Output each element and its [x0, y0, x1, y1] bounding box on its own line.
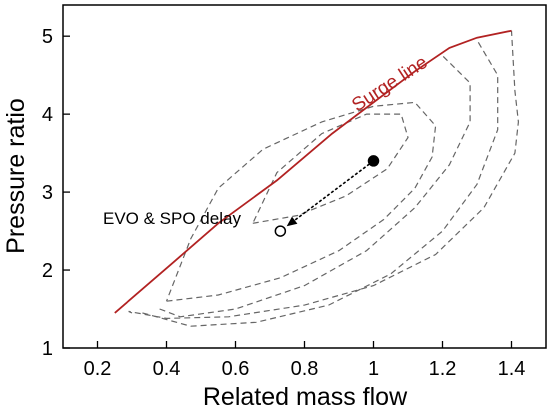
axis-ticks: 0.2 0.4 0.6 0.8 1 1.2 1.4 1 2 3 4 5: [42, 26, 526, 380]
operating-points: [274, 155, 380, 237]
x-axis-title: Related mass flow: [203, 383, 408, 411]
shift-annotation: EVO & SPO delay: [103, 209, 241, 228]
y-tick-label: 2: [42, 260, 53, 282]
y-tick-label: 3: [42, 182, 53, 204]
efficiency-contours: [128, 30, 520, 327]
x-tick-label: 1: [368, 358, 379, 380]
efficiency-contour-4: [165, 101, 437, 302]
x-tick-label: 1.2: [429, 358, 457, 380]
efficiency-contour-5: [252, 113, 409, 224]
x-tick-label: 0.2: [84, 358, 112, 380]
y-tick-label: 4: [42, 104, 53, 126]
shift-arrow-line: [291, 160, 374, 224]
x-tick-label: 0.6: [222, 358, 250, 380]
y-axis-title: Pressure ratio: [2, 98, 30, 254]
y-tick-label: 1: [42, 338, 53, 360]
x-tick-label: 1.4: [498, 358, 526, 380]
surge-line-series: [114, 29, 512, 314]
plot-frame: [62, 4, 547, 349]
x-tick-label: 0.4: [153, 358, 181, 380]
delayed-point-marker: [274, 225, 287, 237]
x-tick-label: 0.8: [291, 358, 319, 380]
efficiency-contour-1: [128, 30, 520, 320]
original-point-marker: [367, 155, 380, 167]
surge-line: [114, 29, 512, 314]
efficiency-contour-2: [142, 39, 499, 327]
y-tick-label: 5: [42, 26, 53, 48]
efficiency-contour-3: [159, 55, 471, 318]
shift-arrow-head: [286, 216, 298, 227]
